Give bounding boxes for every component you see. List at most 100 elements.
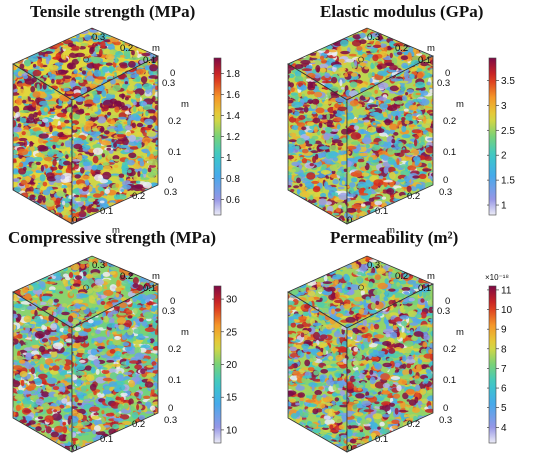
axis-tick-label: 0.2	[407, 419, 420, 430]
axis-tick-label: 0.3	[439, 187, 452, 198]
axis-tick-label: 0.1	[418, 55, 431, 66]
colorbar-tick-label: 1.8	[226, 69, 240, 80]
colorbar-tick-label: 5	[501, 403, 507, 414]
axis-tick-label: 0.1	[100, 206, 113, 217]
colorbar-tick-label: 10	[501, 305, 513, 316]
colorbar	[488, 57, 497, 216]
axis-tick-label: 0.2	[120, 271, 133, 282]
colorbar-tick-label: 0.6	[226, 195, 240, 206]
colorbar-tick-label: 25	[226, 327, 238, 338]
colorbar-tick-label: 11	[501, 285, 512, 296]
colorbar-exponent: ×10⁻¹⁸	[485, 273, 509, 282]
axis-tick-label: 0	[445, 68, 450, 79]
axis-tick-label: 0.2	[168, 344, 181, 355]
axis-unit-label: m	[112, 453, 120, 456]
axis-tick-label: 0.1	[375, 206, 388, 217]
colorbar	[213, 57, 222, 216]
colorbar-tick-label: 9	[501, 325, 507, 336]
axis-tick-label: 0.1	[143, 55, 156, 66]
colorbar-tick-label: 0.8	[226, 174, 240, 185]
axis-tick-label: 0	[170, 68, 175, 79]
colorbar-tick-label: 1	[226, 153, 232, 164]
axis-tick-label: 0.1	[168, 375, 181, 386]
colorbar-tick-label: 1.4	[226, 111, 240, 122]
axis-tick-label: 0	[72, 443, 77, 454]
colorbar	[213, 285, 222, 444]
axis-tick-label: 0	[72, 215, 77, 226]
panel-title: Elastic modulus (GPa)	[320, 2, 484, 21]
axis-tick-label: 0	[347, 443, 352, 454]
axis-tick-label: 0.3	[164, 415, 177, 426]
panel-elastic-modulus: Elastic modulus (GPa) 0.3 0.2 0.1 0 m 0.3 0.2 0…	[275, 0, 550, 236]
panel-tensile-strength: Tensile strength (MPa) 0.3 0.2 0.1 0 m 0.3 0.2…	[0, 0, 275, 236]
colorbar-tick-label: 3	[501, 101, 507, 112]
colorbar	[488, 285, 497, 444]
colorbar-tick-label: 15	[226, 393, 238, 404]
axis-tick-label: 0.3	[367, 260, 380, 271]
cube-plot: 0.30.20.10m0.30.20.10m0.10.20.30m4567891…	[287, 255, 513, 456]
axis-tick-label: 0.2	[120, 43, 133, 54]
axis-tick-label: 0.1	[443, 375, 456, 386]
axis-unit-label: m	[181, 99, 189, 110]
axis-unit-label: m	[427, 271, 435, 282]
axis-tick-label: 0.2	[395, 271, 408, 282]
axis-tick-label: 0.2	[132, 191, 145, 202]
axis-unit-label: m	[456, 99, 464, 110]
colorbar-tick-label: 10	[226, 425, 238, 436]
axis-tick-label: 0.1	[418, 283, 431, 294]
colorbar-tick-label: 6	[501, 384, 507, 395]
colorbar-tick-label: 1.6	[226, 90, 240, 101]
axis-unit-label: m	[181, 327, 189, 338]
axis-tick-label: 0.3	[92, 32, 105, 43]
colorbar-tick-label: 1	[501, 201, 507, 212]
axis-tick-label: 0	[445, 296, 450, 307]
axis-tick-label: 0.3	[367, 32, 380, 43]
axis-tick-label: 0.2	[168, 116, 181, 127]
axis-tick-label: 0.3	[162, 78, 175, 89]
axis-unit-label: m	[152, 271, 160, 282]
axis-tick-label: 0.3	[162, 306, 175, 317]
colorbar-tick-label: 7	[501, 364, 507, 375]
panel-title: Tensile strength (MPa)	[30, 2, 196, 21]
colorbar-tick-label: 30	[226, 295, 238, 306]
axis-tick-label: 0.2	[443, 116, 456, 127]
axis-tick-label: 0.3	[92, 260, 105, 271]
colorbar-tick-label: 20	[226, 360, 238, 371]
cube-plot: 0.30.20.10m0.30.20.10m0.10.20.30m1015202…	[12, 255, 238, 456]
axis-tick-label: 0.3	[439, 415, 452, 426]
axis-tick-label: 0.2	[407, 191, 420, 202]
axis-tick-label: 0	[347, 215, 352, 226]
colorbar-tick-label: 1.2	[226, 132, 240, 143]
axis-tick-label: 0.2	[132, 419, 145, 430]
origin-marker	[83, 284, 89, 291]
colorbar-tick-label: 2	[501, 151, 507, 162]
axis-tick-label: 0.1	[100, 434, 113, 445]
axis-tick-label: 0	[168, 403, 173, 414]
panel-title: Compressive strength (MPa)	[8, 228, 217, 247]
origin-marker	[83, 56, 89, 63]
axis-tick-label: 0.1	[443, 147, 456, 158]
axis-unit-label: m	[152, 43, 160, 54]
colorbar-tick-label: 4	[501, 423, 507, 434]
axis-tick-label: 0.1	[375, 434, 388, 445]
axis-tick-label: 0.1	[143, 283, 156, 294]
axis-tick-label: 0.1	[168, 147, 181, 158]
panel-title: Permeability (m²)	[330, 228, 459, 247]
axis-unit-label: m	[387, 453, 395, 456]
axis-unit-label: m	[427, 43, 435, 54]
axis-tick-label: 0	[168, 175, 173, 186]
axis-unit-label: m	[387, 225, 395, 236]
axis-unit-label: m	[112, 225, 120, 236]
axis-tick-label: 0.2	[443, 344, 456, 355]
axis-tick-label: 0.2	[395, 43, 408, 54]
origin-marker	[358, 56, 364, 63]
colorbar-tick-label: 2.5	[501, 126, 515, 137]
axis-tick-label: 0.3	[437, 78, 450, 89]
colorbar-tick-label: 3.5	[501, 76, 515, 87]
panel-compressive-strength: Compressive strength (MPa) 0.3 0.2 0.1 0 m 0.…	[0, 228, 275, 456]
origin-marker	[358, 284, 364, 291]
axis-tick-label: 0	[443, 175, 448, 186]
axis-tick-label: 0.3	[164, 187, 177, 198]
